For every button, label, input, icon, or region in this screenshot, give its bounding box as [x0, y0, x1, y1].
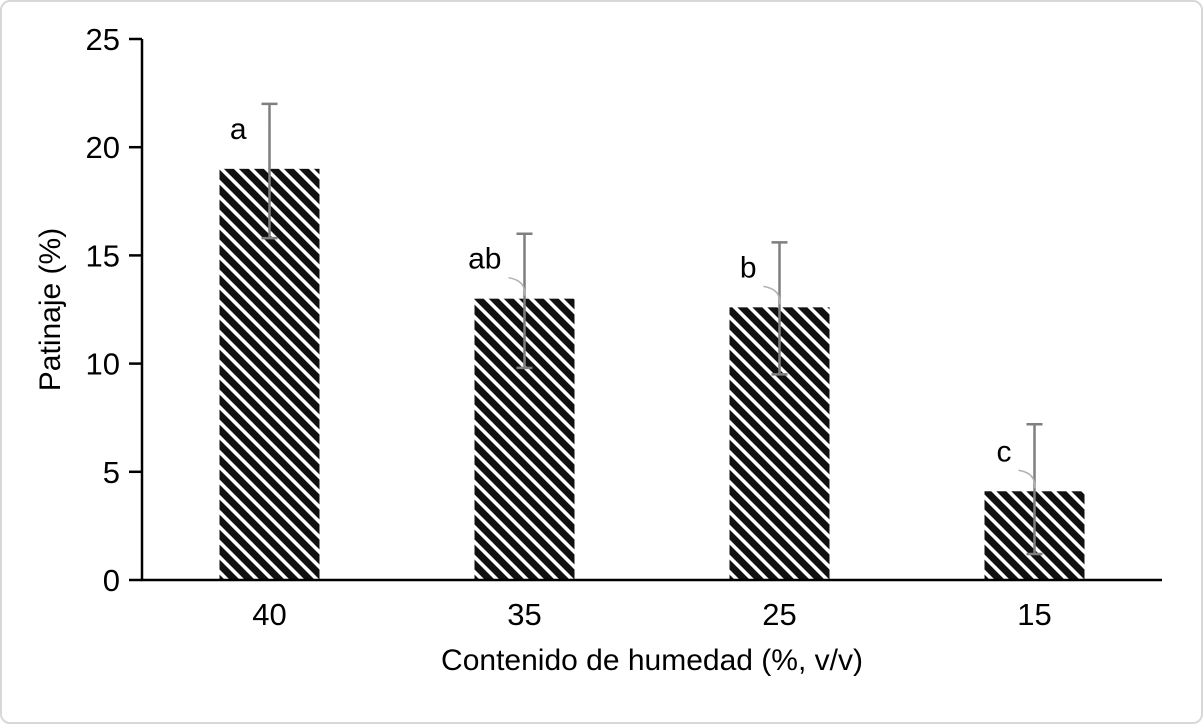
error-bar [1026, 422, 1043, 556]
error-bar [516, 232, 533, 370]
x-tick-label: 15 [1017, 597, 1051, 632]
y-tick-label: 15 [86, 238, 120, 273]
letter-leader-line [1018, 469, 1036, 489]
error-bar [771, 241, 788, 376]
letter-leader-line [508, 276, 526, 296]
y-tick-label: 0 [103, 563, 120, 598]
significance-letter: ab [468, 243, 501, 276]
y-tick-label: 10 [86, 347, 120, 382]
x-tick-label: 25 [762, 597, 796, 632]
x-tick-label: 40 [252, 597, 286, 632]
y-axis-title: Patinaje (%) [34, 228, 67, 391]
x-tick-label: 35 [507, 597, 541, 632]
letter-leader-line [763, 285, 781, 305]
significance-letter: a [230, 113, 247, 146]
significance-letter: b [740, 251, 757, 284]
x-axis-title: Contenido de humedad (%, v/v) [441, 644, 863, 677]
y-tick-label: 25 [86, 22, 120, 57]
significance-letter: c [997, 435, 1012, 468]
error-bar [261, 102, 278, 240]
y-tick-label: 5 [103, 455, 120, 490]
y-tick-label: 20 [86, 130, 120, 165]
